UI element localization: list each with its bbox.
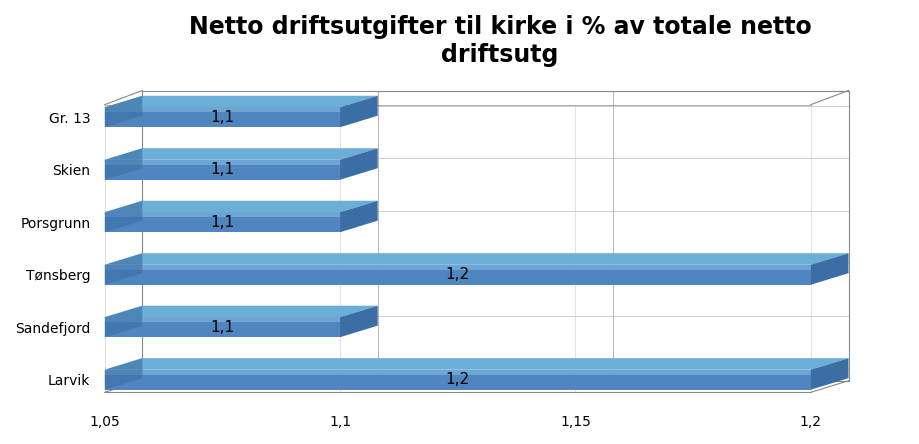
Polygon shape	[105, 148, 142, 180]
Polygon shape	[340, 96, 378, 127]
Polygon shape	[105, 96, 378, 107]
Text: 1,2: 1,2	[445, 372, 470, 387]
Polygon shape	[105, 148, 378, 160]
Polygon shape	[340, 148, 378, 180]
Polygon shape	[340, 306, 378, 337]
Polygon shape	[105, 306, 142, 337]
Bar	[105, 370, 810, 390]
Polygon shape	[105, 253, 142, 285]
Polygon shape	[105, 201, 378, 212]
Text: 1,1: 1,1	[210, 162, 234, 177]
Text: 1,1: 1,1	[210, 320, 234, 335]
Bar	[105, 265, 810, 285]
Polygon shape	[105, 358, 847, 370]
Bar	[105, 160, 340, 165]
Bar	[105, 212, 340, 232]
Text: 1,1: 1,1	[210, 110, 234, 125]
Bar	[105, 317, 340, 337]
Title: Netto driftsutgifter til kirke i % av totale netto
driftsutg: Netto driftsutgifter til kirke i % av to…	[188, 15, 811, 67]
Polygon shape	[810, 253, 847, 285]
Bar	[105, 107, 340, 112]
Polygon shape	[105, 306, 378, 317]
Polygon shape	[810, 358, 847, 390]
Polygon shape	[105, 201, 142, 232]
Bar	[105, 160, 340, 180]
Polygon shape	[105, 358, 142, 390]
Polygon shape	[340, 201, 378, 232]
Bar	[105, 265, 810, 270]
Bar	[105, 317, 340, 322]
Bar	[105, 107, 340, 127]
Polygon shape	[105, 96, 142, 127]
Text: 1,2: 1,2	[445, 267, 470, 282]
Polygon shape	[105, 253, 847, 265]
Text: 1,1: 1,1	[210, 215, 234, 230]
Bar	[105, 212, 340, 217]
Bar	[105, 370, 810, 375]
